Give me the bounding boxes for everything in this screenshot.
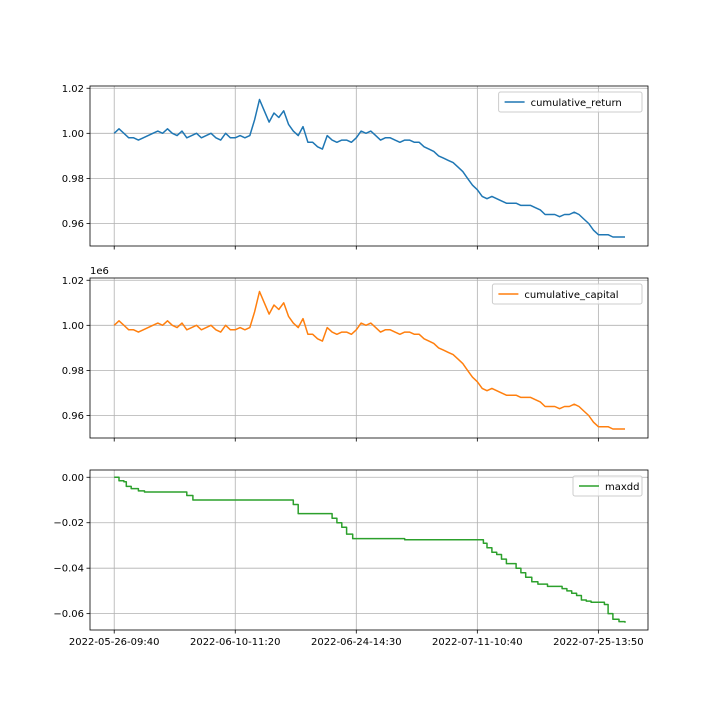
y-tick-label: 1.00 [62,321,84,332]
legend-box [572,475,643,497]
cumulative-return-panel: 0.96 0.98 1.00 1.02 cumulative_return [62,84,649,250]
plot-area [114,476,626,623]
axes-frame [89,469,649,631]
y-tick-label: 0.98 [62,366,84,377]
axes-frame [89,277,649,439]
legend: maxdd [572,475,643,497]
legend: cumulative_capital [491,283,643,305]
series-line-cumulative-return [113,98,625,238]
x-tick-label: 2022-05-26-09:40 [69,637,160,648]
legend-box [498,91,643,113]
cumulative-capital-panel: 0.96 0.98 1.00 1.02 1e6 cumulative_capital [62,266,649,442]
y-tick-label: −0.02 [53,518,84,529]
y-offset-label: 1e6 [90,266,109,277]
plot-area [113,290,625,430]
y-tick-label: 1.02 [62,84,84,95]
x-tick-label: 2022-06-10-11:20 [190,637,281,648]
y-tick-label: 1.00 [62,129,84,140]
x-tick-label: 2022-07-11-10:40 [432,637,523,648]
maxdd-panel: 2022-05-26-09:40 2022-06-10-11:20 2022-06-… [53,469,649,648]
ticks: 0.96 0.98 1.00 1.02 [62,84,599,250]
y-tick-label: 0.00 [62,473,84,484]
y-tick-label: 1.02 [62,276,84,287]
x-tick-label: 2022-06-24-14:30 [311,637,402,648]
x-tick-label: 2022-07-25-13:50 [553,637,644,648]
y-tick-label: 0.96 [62,219,84,230]
legend: cumulative_return [498,91,643,113]
y-tick-label: −0.04 [53,564,84,575]
series-line-maxdd [114,476,626,623]
ticks: 0.96 0.98 1.00 1.02 [62,276,599,442]
legend-box [491,283,643,305]
ticks: 2022-05-26-09:40 2022-06-10-11:20 2022-06-… [53,473,643,648]
y-tick-label: −0.06 [53,609,84,620]
y-tick-label: 0.98 [62,174,84,185]
plot-area [113,98,625,238]
grid [90,278,648,438]
axes-frame [89,85,649,247]
legend-label: cumulative_return [531,98,622,109]
legend-label: cumulative_capital [524,290,618,301]
grid [90,470,648,630]
series-line-cumulative-capital [113,290,625,430]
y-tick-label: 0.96 [62,411,84,422]
legend-label: maxdd [605,482,639,493]
